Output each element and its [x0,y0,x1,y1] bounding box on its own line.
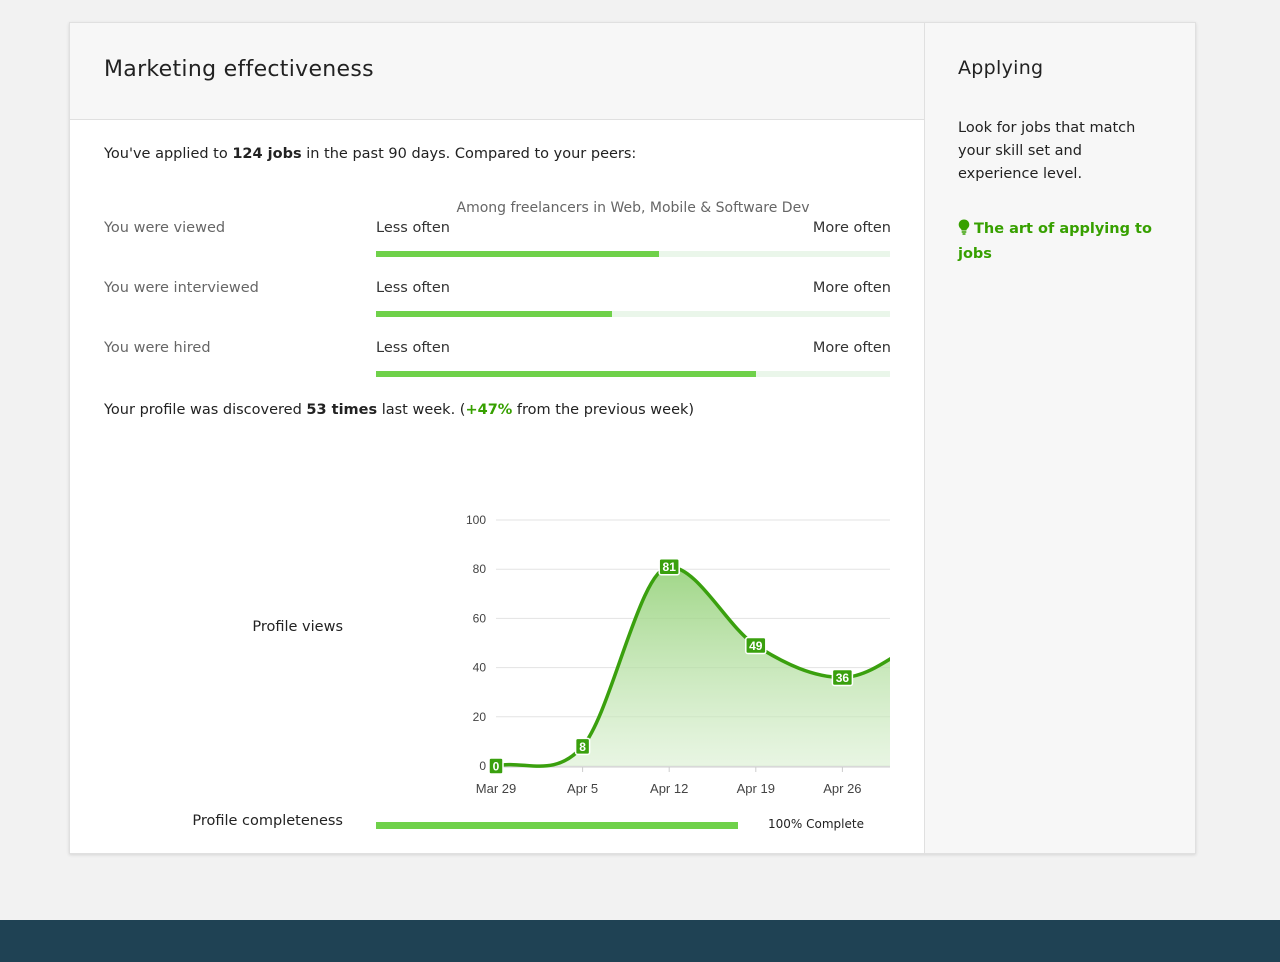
viewed-less-label: Less often [376,220,450,236]
data-label: 49 [749,639,763,653]
discovery-prefix: Your profile was discovered [104,402,307,418]
hired-bar [376,371,890,377]
viewed-more-label: More often [812,220,891,236]
discovery-summary: Your profile was discovered 53 times las… [104,402,694,418]
data-label: 36 [836,671,850,685]
x-tick-label: Apr 5 [567,781,598,796]
interviewed-bar-fill [376,311,613,317]
interviewed-more-label: More often [812,280,891,296]
data-point-marker [831,668,854,687]
main-panel: Marketing effectiveness You've applied t… [70,23,925,853]
discovery-change: +47% [465,402,513,418]
applying-tips-link[interactable]: The art of applying to jobs [958,218,1163,266]
series-area [496,566,890,767]
data-label: 0 [493,760,500,774]
x-tick-label: Mar 29 [476,781,516,796]
viewed-bar-fill [376,251,659,257]
sidebar-title: Applying [958,57,1044,79]
discovery-middle: last week. ( [377,402,466,418]
y-tick-label: 40 [473,661,487,675]
sidebar: Applying Look for jobs that match your s… [925,23,1195,853]
hired-less-label: Less often [376,340,450,356]
y-tick-label: 60 [473,611,487,625]
data-point-marker [574,737,591,756]
summary-count: 124 jobs [232,146,302,162]
y-tick-label: 80 [473,562,487,576]
panel-header: Marketing effectiveness [70,23,924,120]
x-tick-label: Apr 12 [650,781,688,796]
marketing-card: Marketing effectiveness You've applied t… [69,22,1196,854]
viewed-label: You were viewed [104,220,226,236]
data-point-marker [745,636,767,655]
discovery-count: 53 times [306,402,378,418]
completeness-bar [376,822,738,829]
chart-label: Profile views [252,619,343,635]
interviewed-less-label: Less often [376,280,450,296]
y-tick-label: 100 [466,513,486,527]
interviewed-bar [376,311,890,317]
discovery-suffix: from the previous week) [512,402,695,418]
summary-prefix: You've applied to [104,146,233,162]
data-label: 8 [579,740,586,754]
completeness-label: Profile completeness [192,813,343,829]
hired-label: You were hired [104,340,211,356]
summary-suffix: in the past 90 days. Compared to your pe… [301,146,637,162]
data-label: 81 [663,560,677,574]
sidebar-text: Look for jobs that match your skill set … [958,120,1136,182]
data-point-marker [488,757,504,775]
y-tick-label: 0 [479,759,486,773]
data-point-marker [658,557,680,576]
footer-bar [0,920,1280,962]
hired-bar-fill [376,371,757,377]
viewed-bar [376,251,890,257]
lightbulb-icon [958,219,970,243]
page-title: Marketing effectiveness [104,57,374,82]
interviewed-label: You were interviewed [104,280,259,296]
x-tick-label: Apr 19 [737,781,775,796]
x-tick-label: Apr 26 [823,781,861,796]
applied-summary: You've applied to 124 jobs in the past 9… [104,146,636,162]
applying-tips-link-label: The art of applying to jobs [958,221,1152,262]
y-tick-label: 20 [473,710,487,724]
peer-group-label: Among freelancers in Web, Mobile & Softw… [456,200,810,216]
completeness-status: 100% Complete [768,817,864,831]
hired-more-label: More often [812,340,891,356]
